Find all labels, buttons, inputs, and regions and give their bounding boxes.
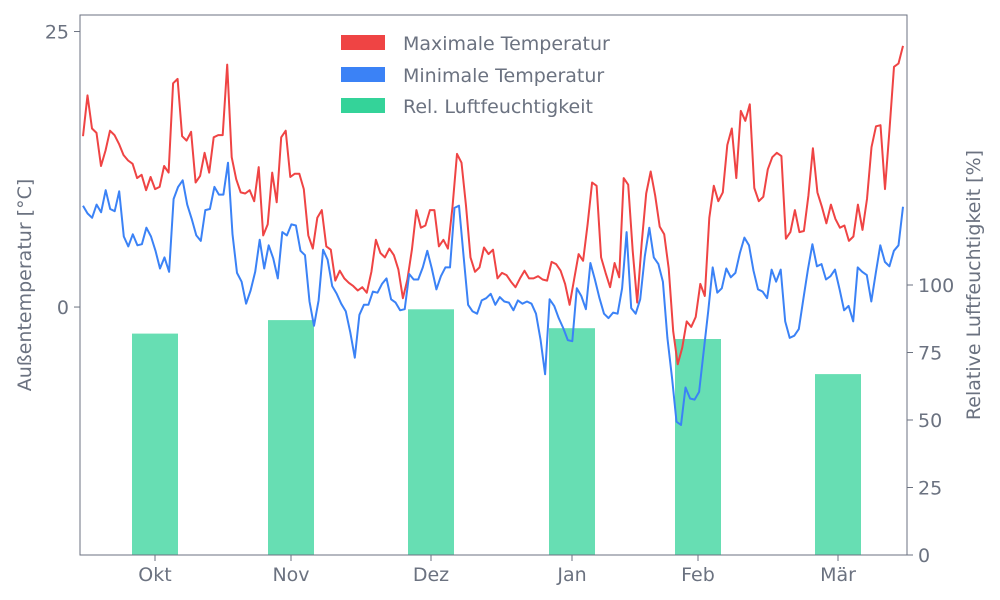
humidity-bar-jan: [549, 328, 595, 555]
legend-label-max: Maximale Temperatur: [403, 33, 610, 55]
humidity-bar-mär: [815, 374, 861, 555]
right-tick-label: 100: [918, 275, 954, 297]
right-axis: 0 25 50 75 100: [907, 275, 954, 567]
legend-label-humidity: Rel. Luftfeuchtigkeit: [403, 96, 593, 118]
legend-swatch-min: [341, 67, 385, 82]
right-tick-label: 0: [918, 545, 930, 567]
right-tick-label: 25: [918, 478, 942, 500]
x-axis: Okt Nov Dez Jan Feb Mär: [138, 555, 856, 586]
x-tick-label: Feb: [681, 564, 715, 586]
min-temperature-line: [82, 161, 904, 426]
humidity-bar-dez: [408, 309, 454, 555]
max-temperature-line: [82, 45, 904, 366]
left-tick-label: 25: [45, 22, 69, 44]
right-axis-title: Relative Luftfeuchtigkeit [%]: [963, 150, 985, 420]
x-tick-label: Nov: [272, 564, 309, 586]
temperature-lines: [82, 45, 904, 426]
left-axis: 0 25: [45, 22, 80, 319]
x-tick-label: Jan: [556, 564, 586, 586]
legend-label-min: Minimale Temperatur: [403, 65, 604, 87]
right-tick-label: 75: [918, 343, 942, 365]
left-tick-label: 0: [57, 297, 69, 319]
legend: Maximale Temperatur Minimale Temperatur …: [341, 33, 610, 118]
humidity-bars: [132, 309, 861, 555]
legend-swatch-humidity: [341, 98, 385, 113]
left-axis-title: Außentemperatur [°C]: [14, 179, 36, 392]
humidity-bar-feb: [675, 339, 721, 555]
right-tick-label: 50: [918, 410, 942, 432]
legend-swatch-max: [341, 35, 385, 50]
x-tick-label: Mär: [820, 564, 856, 586]
x-tick-label: Dez: [413, 564, 449, 586]
humidity-bar-nov: [268, 320, 314, 555]
x-tick-label: Okt: [138, 564, 171, 586]
humidity-bar-okt: [132, 333, 178, 555]
